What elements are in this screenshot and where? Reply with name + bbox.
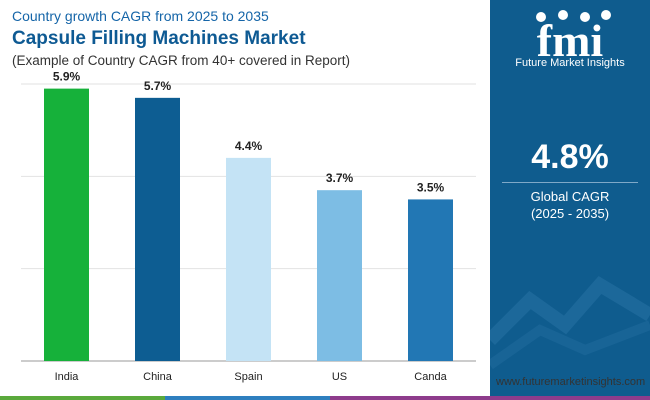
brand-name: Future Market Insights: [515, 57, 625, 69]
x-tick-label: US: [332, 371, 347, 383]
data-label: 3.7%: [326, 171, 354, 185]
stripe-purple: [330, 396, 650, 400]
bar-india: [44, 88, 89, 361]
logo-dot-icon: [580, 12, 590, 22]
panel-decoration: [490, 275, 650, 370]
global-cagr-label: Global CAGR: [530, 189, 610, 204]
stripe-green: [0, 396, 165, 400]
global-cagr-period: (2025 - 2035): [530, 206, 610, 221]
data-label: 3.5%: [417, 180, 445, 194]
bar-chart: 5.9% India 5.7% China 4.4% Spain 3.7% US 3.5% Can…: [21, 70, 476, 383]
panel-divider: [502, 182, 638, 183]
logo-wordmark: fmi: [537, 15, 604, 66]
data-label: 5.7%: [144, 79, 172, 93]
bar-china: [135, 97, 180, 361]
x-tick-label: India: [55, 371, 80, 383]
chart-subtitle: (Example of Country CAGR from 40+ covere…: [12, 53, 351, 68]
logo-dot-icon: [601, 10, 611, 20]
x-tick-label: Spain: [234, 371, 262, 383]
fmi-logo: fmi: [536, 10, 611, 66]
footer-url[interactable]: www.futuremarketinsights.com: [496, 376, 646, 388]
chart-title: Capsule Filling Machines Market: [12, 28, 306, 49]
stripe-blue: [165, 396, 330, 400]
bar-us: [317, 190, 362, 361]
bar-spain: [226, 157, 271, 361]
bar-canda: [408, 199, 453, 361]
chart-supertitle: Country growth CAGR from 2025 to 2035: [12, 8, 269, 24]
data-label: 4.4%: [235, 139, 263, 153]
x-tick-label: China: [143, 371, 173, 383]
global-cagr-value: 4.8%: [531, 138, 609, 176]
summary-panel: fmi Future Market Insights 4.8% Global C…: [490, 0, 650, 400]
data-label: 5.9%: [53, 70, 81, 84]
chart-header: Country growth CAGR from 2025 to 2035 Ca…: [12, 8, 482, 69]
footer-stripe: [0, 396, 650, 400]
logo-dot-icon: [536, 12, 546, 22]
logo-dot-icon: [558, 10, 568, 20]
x-tick-label: Canda: [414, 371, 447, 383]
